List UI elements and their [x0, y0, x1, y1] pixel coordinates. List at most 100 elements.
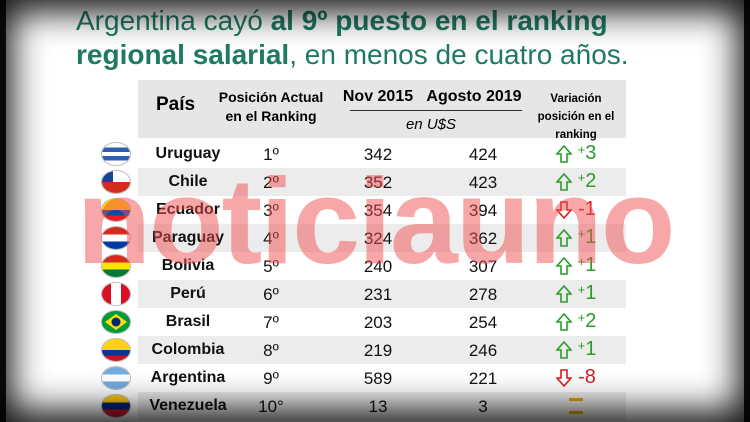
variation-sign: + [577, 310, 586, 325]
variation-sign: + [577, 226, 586, 241]
agosto-2019-value: 221 [468, 369, 498, 388]
headline-part-1: Argentina cayó [76, 5, 271, 36]
infographic-card: Argentina cayó al 9º puesto en el rankin… [6, 0, 744, 422]
headline-bold-2: regional salarial [76, 39, 290, 70]
table-row: Paraguay 4º 324 362 +1 [102, 224, 626, 252]
position-value: 10° [258, 397, 284, 416]
down-arrow-icon [556, 366, 578, 388]
agosto-2019-value: 3 [478, 397, 488, 416]
nov-2015-value: 342 [363, 145, 393, 164]
paraguay-flag-icon [102, 227, 130, 249]
up-arrow-icon [555, 282, 578, 304]
variation-value: 1 [585, 254, 597, 276]
variation-cell: +2 [526, 310, 626, 333]
agosto-2019-value: 394 [468, 201, 498, 220]
up-arrow-icon [555, 254, 578, 276]
headline: Argentina cayó al 9º puesto en el rankin… [76, 4, 696, 72]
position-value: 4º [263, 229, 279, 248]
nov-2015-value: 13 [368, 397, 388, 416]
uruguay-flag-icon [102, 143, 130, 165]
down-arrow-icon [556, 198, 578, 220]
position-value: 2º [263, 173, 279, 192]
variation-cell: -8 [526, 366, 626, 389]
header-agosto-2019: Agosto 2019 [426, 88, 522, 105]
variation-cell [526, 394, 626, 417]
agosto-2019-value: 246 [468, 341, 498, 360]
country-name: Colombia [151, 341, 225, 358]
nov-2015-value: 240 [363, 257, 393, 276]
country-name: Perú [170, 285, 206, 302]
country-name: Bolivia [161, 257, 215, 274]
up-arrow-icon [555, 310, 578, 332]
header-variation: Variación posición en el ranking [537, 93, 615, 141]
variation-sign: + [577, 170, 586, 185]
agosto-2019-value: 362 [468, 229, 498, 248]
header-position: Posición Actual en el Ranking [218, 89, 324, 124]
variation-cell: +1 [526, 338, 626, 361]
table-row: Uruguay 1º 342 424 +3 [102, 140, 626, 168]
position-value: 3º [263, 201, 279, 220]
up-arrow-icon [555, 170, 578, 192]
agosto-2019-value: 307 [468, 257, 498, 276]
nov-2015-value: 589 [363, 369, 393, 388]
country-name: Ecuador [155, 201, 220, 218]
position-value: 6º [263, 285, 279, 304]
country-name: Argentina [150, 369, 226, 386]
bolivia-flag-icon [102, 255, 130, 277]
country-name: Uruguay [155, 145, 221, 162]
variation-cell: +2 [526, 170, 626, 193]
header-divider [350, 110, 522, 111]
variation-value: 2 [585, 310, 597, 332]
variation-sign: + [577, 338, 586, 353]
variation-value: 3 [585, 142, 597, 164]
nov-2015-value: 219 [363, 341, 393, 360]
variation-sign: + [577, 254, 586, 269]
up-arrow-icon [555, 338, 578, 360]
agosto-2019-value: 423 [468, 173, 498, 192]
table-row: Colombia 8º 219 246 +1 [102, 336, 626, 364]
table-row: Chile 2º 352 423 +2 [102, 168, 626, 196]
agosto-2019-value: 424 [468, 145, 498, 164]
position-value: 8º [263, 341, 279, 360]
variation-cell: +1 [526, 282, 626, 305]
nov-2015-value: 354 [363, 201, 393, 220]
header-unit: en U$S [405, 116, 457, 133]
table-row: Bolivia 5º 240 307 +1 [102, 252, 626, 280]
up-arrow-icon [555, 142, 578, 164]
venezuela-flag-icon [102, 395, 130, 417]
variation-sign: + [577, 282, 586, 297]
agosto-2019-value: 254 [468, 313, 498, 332]
variation-value: 2 [585, 170, 597, 192]
table-row: Venezuela 10° 13 3 [102, 392, 626, 420]
variation-value: 8 [584, 366, 596, 388]
peru-flag-icon [102, 283, 130, 305]
table-row: Ecuador 3º 354 394 -1 [102, 196, 626, 224]
argentina-flag-icon [102, 367, 130, 389]
header-nov-2015: Nov 2015 [342, 88, 414, 105]
no-change-icon [569, 397, 583, 414]
variation-cell: -1 [526, 198, 626, 221]
nov-2015-value: 231 [363, 285, 393, 304]
chile-flag-icon [102, 171, 130, 193]
position-value: 1º [263, 145, 279, 164]
position-value: 7º [263, 313, 279, 332]
variation-sign: - [578, 366, 585, 388]
table-row: Perú 6º 231 278 +1 [102, 280, 626, 308]
country-name: Chile [168, 173, 208, 190]
variation-value: 1 [585, 282, 597, 304]
ecuador-flag-icon [102, 199, 130, 221]
variation-value: 1 [585, 226, 597, 248]
variation-cell: +1 [526, 226, 626, 249]
country-name: Venezuela [149, 397, 227, 414]
brasil-flag-icon [102, 311, 130, 333]
variation-cell: +3 [526, 142, 626, 165]
up-arrow-icon [555, 226, 578, 248]
country-name: Brasil [165, 313, 211, 330]
header-country: País [155, 94, 196, 115]
nov-2015-value: 352 [363, 173, 393, 192]
colombia-flag-icon [102, 339, 130, 361]
position-value: 9º [263, 369, 279, 388]
country-name: Paraguay [151, 229, 225, 246]
variation-value: 1 [585, 338, 597, 360]
variation-sign: + [577, 142, 586, 157]
